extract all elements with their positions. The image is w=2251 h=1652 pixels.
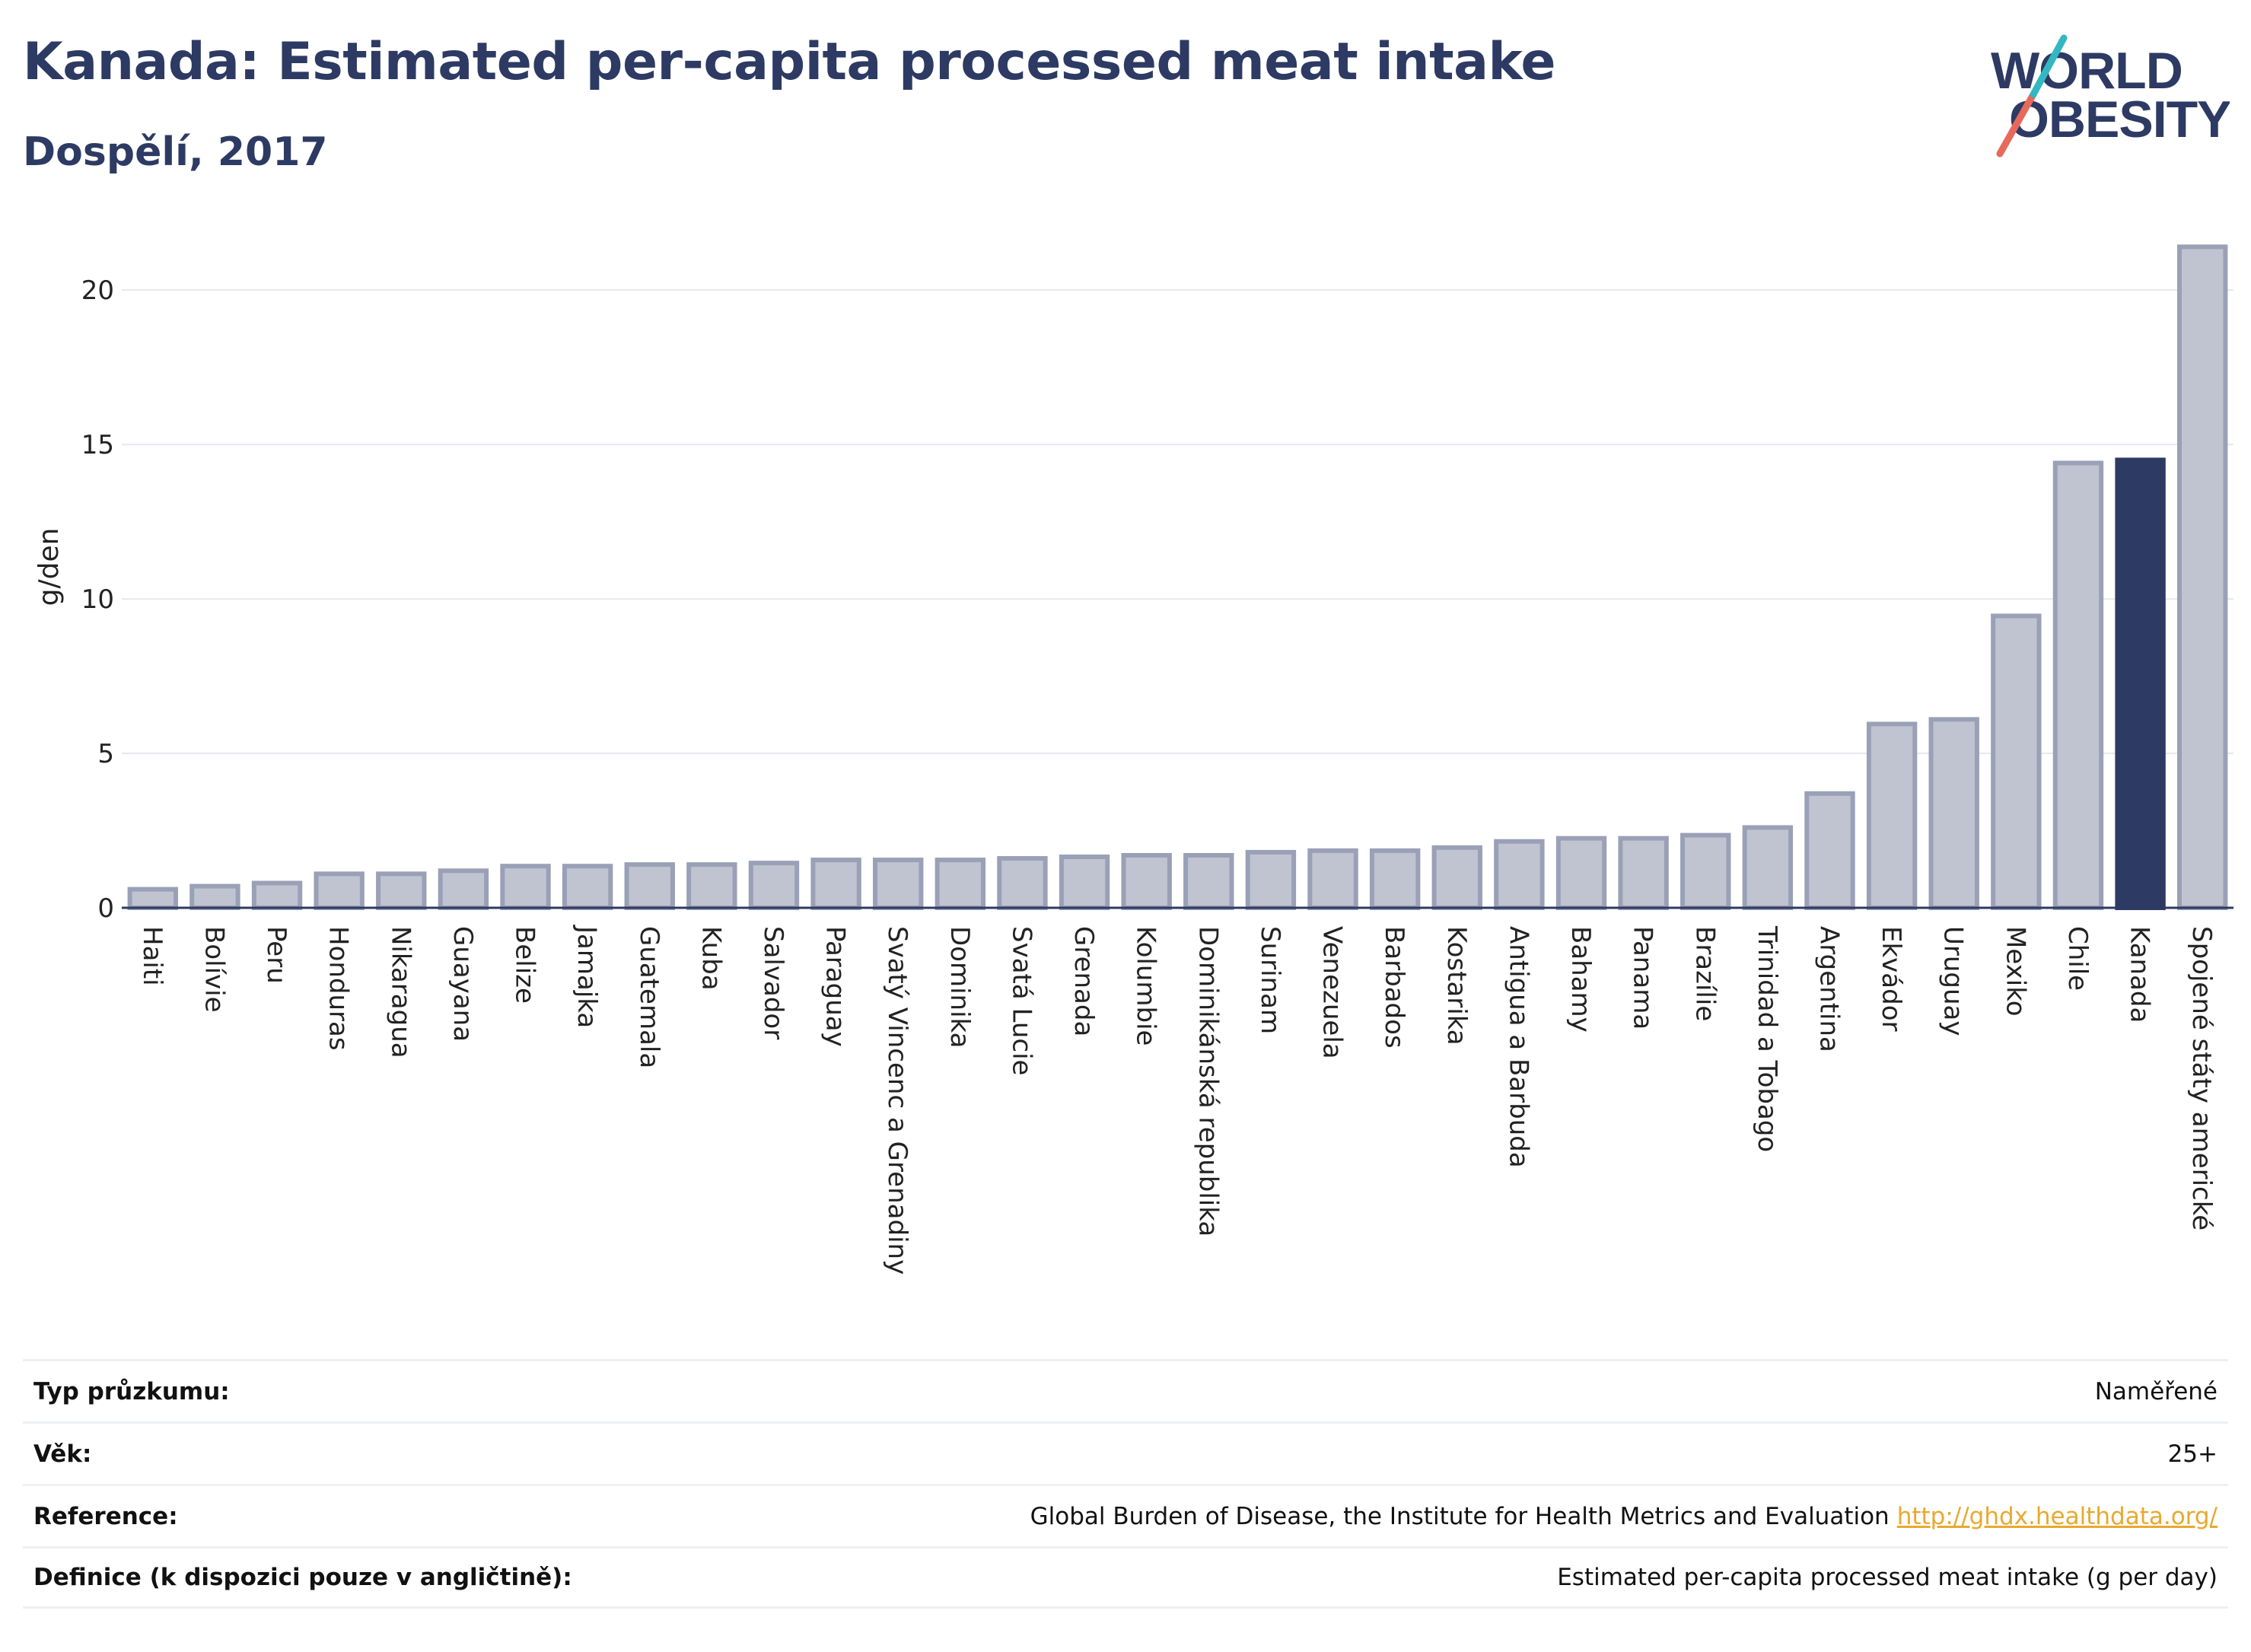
x-tick-label: Trinidad a Tobago	[1752, 925, 1782, 1152]
info-row-reference: Reference: Global Burden of Disease, the…	[23, 1484, 2228, 1546]
info-value: Estimated per-capita processed meat inta…	[1557, 1564, 2218, 1591]
y-axis-ticks: 0 5 10 15 20	[81, 275, 114, 924]
x-tick-label: Argentina	[1813, 926, 1844, 1052]
bar-jamajka[interactable]	[562, 864, 613, 910]
world-obesity-logo[interactable]: WORLD OBESITY	[1979, 30, 2232, 167]
bar-venezuela[interactable]	[1307, 848, 1358, 911]
y-axis-label: g/den	[33, 528, 65, 606]
reference-text: Global Burden of Disease, the Institute …	[1030, 1502, 1890, 1530]
bar-kuba[interactable]	[686, 862, 737, 911]
info-label: Reference:	[33, 1502, 178, 1530]
bar-haiti[interactable]	[127, 886, 179, 911]
bar-honduras[interactable]	[314, 871, 365, 910]
x-tick-label: Panama	[1628, 926, 1658, 1030]
x-tick-label: Kanada	[2125, 926, 2155, 1023]
x-tick-label: Bahamy	[1565, 926, 1596, 1033]
bar-chart: 0 5 10 15 20 Haiti Bolívie Peru Honduras Nikarag…	[33, 244, 2233, 1275]
x-tick-label: Jamajka	[572, 925, 602, 1028]
bar-salvador[interactable]	[748, 861, 800, 911]
x-tick-label: Peru	[261, 926, 291, 984]
bar-kanada[interactable]	[2115, 457, 2166, 910]
bar-svatá-lucie[interactable]	[997, 856, 1048, 911]
x-tick-label: Belize	[510, 926, 540, 1004]
bar-trinidad-a-tobago[interactable]	[1742, 825, 1794, 910]
logo-line2: OBESITY	[2009, 91, 2230, 148]
info-label: Věk:	[33, 1440, 92, 1468]
y-tick-label: 5	[97, 739, 114, 769]
x-tick-label: Paraguay	[820, 926, 851, 1047]
bar-brazílie[interactable]	[1680, 832, 1731, 910]
x-tick-label: Antigua a Barbuda	[1503, 926, 1533, 1168]
x-tick-label: Kostarika	[1441, 926, 1472, 1046]
x-tick-label: Barbados	[1379, 926, 1409, 1049]
info-value: Global Burden of Disease, the Institute …	[1030, 1503, 2218, 1530]
info-label: Typ průzkumu:	[33, 1377, 230, 1405]
gridlines	[122, 289, 2233, 755]
x-tick-label: Chile	[2062, 926, 2093, 991]
bars	[127, 244, 2228, 911]
x-tick-label: Haiti	[137, 926, 167, 986]
info-table: Typ průzkumu: Naměřené Věk: 25+ Referenc…	[23, 1359, 2228, 1609]
x-tick-label: Guatemala	[634, 926, 664, 1068]
x-tick-label: Guayana	[447, 926, 478, 1042]
bar-belize[interactable]	[500, 864, 551, 910]
x-tick-label: Dominika	[944, 926, 975, 1048]
x-tick-label: Mexiko	[2000, 926, 2030, 1017]
bar-uruguay[interactable]	[1928, 717, 1979, 910]
bar-grenada[interactable]	[1059, 855, 1110, 911]
bar-guatemala[interactable]	[624, 862, 675, 911]
bar-kolumbie[interactable]	[1121, 852, 1172, 911]
bar-kostarika[interactable]	[1431, 845, 1482, 911]
bar-chile[interactable]	[2052, 460, 2104, 910]
bar-dominika[interactable]	[934, 858, 986, 911]
bar-antigua-a-barbuda[interactable]	[1494, 839, 1545, 910]
chart-subtitle: Dospělí, 2017	[23, 129, 328, 175]
x-tick-label: Kolumbie	[1131, 926, 1161, 1046]
x-tick-label: Dominikánská republika	[1192, 926, 1223, 1237]
x-tick-label: Svatá Lucie	[1006, 926, 1036, 1075]
bar-panama[interactable]	[1618, 836, 1669, 910]
x-tick-label: Kuba	[696, 926, 726, 991]
bar-svatý-vincenc-a-grenadiny[interactable]	[873, 858, 924, 911]
y-tick-label: 0	[97, 893, 114, 924]
x-tick-label: Venezuela	[1317, 926, 1348, 1059]
x-tick-label: Ekvádor	[1876, 926, 1906, 1032]
info-row-definition: Definice (k dispozici pouze v angličtině…	[23, 1546, 2228, 1609]
info-label: Definice (k dispozici pouze v angličtině…	[33, 1564, 572, 1591]
bar-barbados[interactable]	[1369, 848, 1421, 911]
y-tick-label: 10	[81, 584, 114, 615]
reference-link[interactable]: http://ghdx.healthdata.org/	[1896, 1502, 2218, 1530]
y-tick-label: 15	[81, 430, 114, 460]
x-tick-label: Nikaragua	[385, 926, 415, 1058]
bar-spojené-státy-americké[interactable]	[2176, 244, 2228, 910]
bar-mexiko[interactable]	[1991, 613, 2042, 910]
bar-ekvádor[interactable]	[1866, 721, 1918, 910]
info-value: 25+	[2167, 1440, 2218, 1468]
info-value: Naměřené	[2094, 1377, 2218, 1405]
info-row-age: Věk: 25+	[23, 1421, 2228, 1484]
x-tick-label: Grenada	[1068, 926, 1099, 1036]
x-tick-label: Uruguay	[1938, 926, 1969, 1036]
bar-argentina[interactable]	[1804, 791, 1855, 910]
x-tick-label: Brazílie	[1689, 926, 1720, 1021]
bar-bahamy[interactable]	[1555, 836, 1607, 910]
chart-title: Kanada: Estimated per-capita processed m…	[23, 32, 1556, 92]
x-axis-labels: Haiti Bolívie Peru Honduras Nikaragua Guayana…	[137, 925, 2217, 1275]
x-tick-label: Bolívie	[199, 926, 229, 1013]
bar-dominikánská-republika[interactable]	[1183, 852, 1234, 911]
logo-line1: WORLD	[1991, 42, 2183, 100]
bar-bolívie[interactable]	[189, 883, 240, 910]
y-tick-label: 20	[81, 275, 114, 306]
x-tick-label: Honduras	[323, 926, 354, 1051]
x-tick-label: Spojené státy americké	[2186, 926, 2217, 1230]
x-tick-label: Salvador	[758, 926, 788, 1039]
bar-guayana[interactable]	[438, 868, 489, 910]
bar-surinam[interactable]	[1245, 849, 1297, 911]
bar-peru[interactable]	[251, 880, 303, 910]
x-tick-label: Surinam	[1255, 926, 1285, 1034]
bar-nikaragua[interactable]	[376, 871, 427, 910]
bar-paraguay[interactable]	[810, 858, 861, 911]
x-tick-label: Svatý Vincenc a Grenadiny	[882, 926, 912, 1275]
info-row-survey-type: Typ průzkumu: Naměřené	[23, 1359, 2228, 1421]
